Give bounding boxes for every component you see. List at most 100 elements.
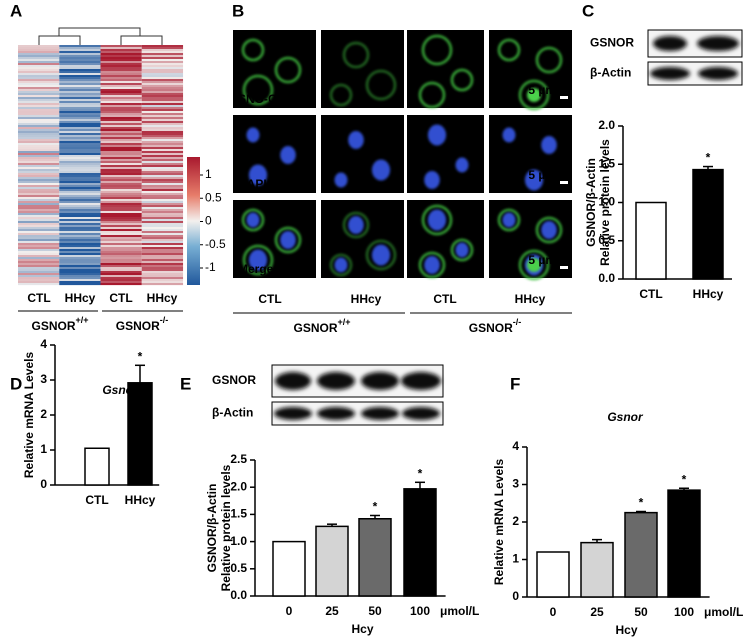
heatmap-cell bbox=[100, 191, 142, 194]
heatmap-cell bbox=[18, 229, 60, 232]
heatmap-cell bbox=[18, 277, 60, 280]
heatmap-cell bbox=[100, 101, 142, 104]
heatmap-cell bbox=[141, 175, 184, 178]
x-tick-label: 100 bbox=[674, 605, 694, 619]
heatmap-cell bbox=[100, 199, 142, 202]
heatmap-cell bbox=[18, 185, 60, 188]
x-tick-label: 50 bbox=[634, 605, 648, 619]
heatmap-cell bbox=[18, 253, 60, 256]
heatmap-cell bbox=[18, 235, 60, 238]
heatmap-cell bbox=[100, 215, 142, 218]
heatmap-cell bbox=[141, 213, 184, 216]
bar bbox=[272, 540, 306, 597]
heatmap-cell bbox=[18, 271, 60, 274]
heatmap-cell bbox=[59, 183, 101, 186]
heatmap-cell bbox=[141, 75, 184, 78]
heatmap-cell bbox=[18, 147, 60, 150]
heatmap-cell bbox=[100, 259, 142, 262]
heatmap-cell bbox=[100, 171, 142, 174]
heatmap-cell bbox=[141, 165, 184, 168]
heatmap-cell bbox=[141, 109, 184, 112]
panel-label: A bbox=[10, 1, 22, 20]
colorbar bbox=[187, 157, 200, 285]
heatmap-cell bbox=[100, 139, 142, 142]
heatmap-cell bbox=[100, 51, 142, 54]
heatmap-cell bbox=[59, 271, 101, 274]
heatmap-cell bbox=[59, 221, 101, 224]
heatmap-cell bbox=[59, 53, 101, 56]
heatmap-cell bbox=[100, 65, 142, 68]
heatmap-cell bbox=[141, 129, 184, 132]
heatmap-cell bbox=[141, 83, 184, 86]
heatmap-cell bbox=[18, 279, 60, 282]
heatmap-cell bbox=[59, 159, 101, 162]
scale-bar bbox=[560, 266, 568, 269]
heatmap-cell bbox=[59, 219, 101, 222]
heatmap-cell bbox=[141, 67, 184, 70]
heatmap-cell bbox=[100, 203, 142, 206]
y-tick-label: 1 bbox=[40, 442, 47, 456]
heatmap-cell bbox=[59, 113, 101, 116]
heatmap-cell bbox=[59, 141, 101, 144]
heatmap-cell bbox=[141, 243, 184, 246]
heatmap-cell bbox=[59, 211, 101, 214]
heatmap-cell bbox=[18, 267, 60, 270]
heatmap-cell bbox=[59, 93, 101, 96]
heatmap-cell bbox=[18, 51, 60, 54]
heatmap-cell bbox=[18, 49, 60, 52]
group-name: GSNOR bbox=[31, 319, 75, 333]
heatmap-cell bbox=[18, 83, 60, 86]
heatmap-cell bbox=[141, 71, 184, 74]
scale-bar-label: 5 µm bbox=[528, 253, 556, 267]
heatmap-cell bbox=[59, 283, 101, 286]
heatmap-cell bbox=[100, 87, 142, 90]
heatmap-cell bbox=[59, 229, 101, 232]
heatmap-cell bbox=[18, 107, 60, 110]
heatmap-cell bbox=[141, 235, 184, 238]
heatmap-cell bbox=[141, 233, 184, 236]
blot-band bbox=[697, 35, 739, 52]
heatmap-cell bbox=[100, 67, 142, 70]
blot-band bbox=[402, 407, 440, 420]
heatmap-cell bbox=[141, 113, 184, 116]
heatmap-cell bbox=[100, 189, 142, 192]
heatmap-cell bbox=[100, 207, 142, 210]
heatmap-cell bbox=[18, 247, 60, 250]
heatmap-cell bbox=[141, 219, 184, 222]
channel-label: SNO-Cys bbox=[238, 92, 290, 106]
heatmap-cell bbox=[18, 205, 60, 208]
heatmap-cell bbox=[100, 213, 142, 216]
heatmap-cell bbox=[18, 123, 60, 126]
heatmap-cell bbox=[100, 227, 142, 230]
heatmap-cell bbox=[100, 231, 142, 234]
heatmap-cell bbox=[59, 87, 101, 90]
heatmap-cell bbox=[59, 105, 101, 108]
colorbar-tick-label: 0 bbox=[205, 214, 212, 228]
heatmap-cell bbox=[59, 281, 101, 284]
heatmap-cell bbox=[59, 157, 101, 160]
heatmap-cell bbox=[18, 79, 60, 82]
heatmap-cell bbox=[18, 53, 60, 56]
heatmap-cell bbox=[100, 83, 142, 86]
heatmap-cell bbox=[100, 187, 142, 190]
heatmap-cell bbox=[18, 135, 60, 138]
heatmap-cell bbox=[100, 105, 142, 108]
x-unit: μmol/L bbox=[440, 604, 479, 618]
heatmap-cell bbox=[141, 137, 184, 140]
heatmap-cell bbox=[100, 113, 142, 116]
heatmap-cell bbox=[141, 251, 184, 254]
heatmap-cell bbox=[18, 57, 60, 60]
heatmap-cell bbox=[100, 177, 142, 180]
bar bbox=[536, 551, 570, 598]
heatmap-cell bbox=[100, 69, 142, 72]
heatmap-cell bbox=[141, 191, 184, 194]
heatmap-cell bbox=[18, 113, 60, 116]
heatmap-cell bbox=[59, 129, 101, 132]
heatmap-cell bbox=[100, 217, 142, 220]
heatmap-cell bbox=[141, 167, 184, 170]
heatmap-cell bbox=[141, 207, 184, 210]
heatmap-cell bbox=[100, 53, 142, 56]
heatmap-cell bbox=[141, 149, 184, 152]
y-axis-label: Relative protein levels bbox=[219, 464, 233, 591]
heatmap-cell bbox=[18, 63, 60, 66]
